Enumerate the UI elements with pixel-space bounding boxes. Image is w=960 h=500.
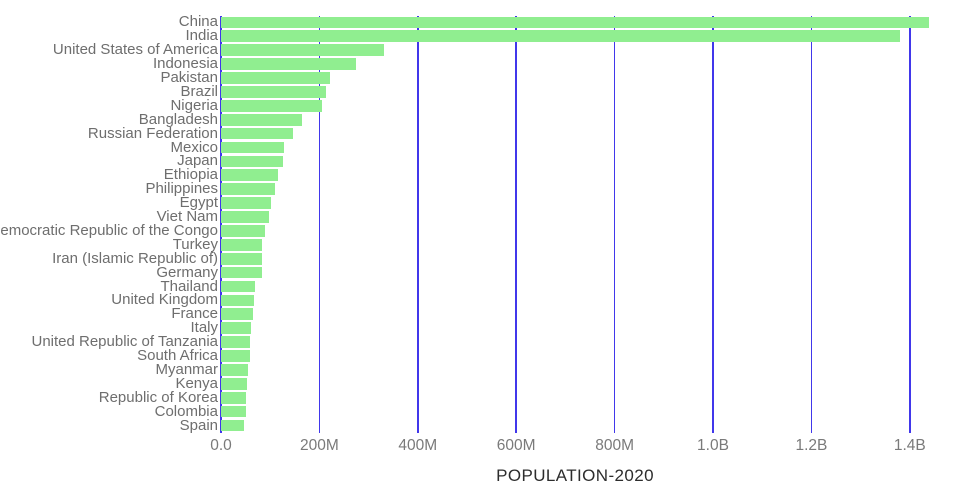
bar [221,322,251,335]
bar [221,350,251,362]
gridline-400M [417,16,419,433]
gridline-0.0 [220,16,222,433]
x-axis-tick-label: 400M [398,437,438,454]
bar [221,266,263,279]
y-axis-label: India [185,27,218,45]
gridline-1.0B [712,16,714,433]
bar [221,336,251,348]
y-axis-label: Pakistan [160,69,218,86]
bar [221,16,930,29]
y-axis-label: United Republic of Tanzania [31,333,218,351]
y-axis-label: Egypt [179,194,218,212]
bar [221,405,247,418]
y-axis-label: Spain [179,416,218,434]
y-axis-label: Germany [156,263,218,281]
y-axis-label: Russian Federation [87,124,218,142]
y-axis-label: Philippines [145,180,218,198]
y-axis-label: Thailand [160,277,218,295]
bar [221,58,356,70]
y-axis-label: Myanmar [155,360,218,378]
bar [221,238,263,251]
chart-title: POPULATION-2020 [496,466,654,485]
bar [221,225,266,237]
gridline-1.2B [810,16,813,433]
bar [221,183,275,196]
y-axis-label: Iran (Islamic Republic of) [52,249,218,267]
bar [221,155,284,168]
bar [221,169,278,182]
y-axis-label: Republic of Korea [98,388,218,406]
bar [221,197,272,209]
y-axis-label: Brazil [180,82,218,100]
y-axis-label: Democratic Republic of the Congo [0,221,218,239]
bar [221,419,245,432]
y-axis-label: Ethiopia [163,166,218,184]
x-axis-tick-label: 800M [595,437,634,454]
bar [221,391,247,404]
bar [221,280,256,293]
y-axis-label: United States of America [52,41,218,59]
y-axis-label: Japan [177,152,218,170]
bar [221,72,330,84]
y-axis-label: Kenya [175,374,218,392]
x-axis-tick-label: 600M [496,437,536,454]
bar [221,141,285,154]
y-axis-label: Italy [190,319,218,337]
x-axis-tick-label: 0.0 [210,437,232,454]
y-axis-label: Mexico [170,138,218,156]
gridline-1.4B [909,16,911,433]
x-axis-tick-label: 1.0B [697,437,729,454]
y-axis-label: Turkey [172,235,218,253]
y-axis-label: Nigeria [170,96,218,114]
bar [221,364,248,376]
y-axis-label: China [178,13,218,31]
bar [221,113,303,126]
bar [221,99,323,112]
bar [221,308,254,321]
gridline-800M [613,16,616,433]
bar [221,252,263,265]
y-axis-label: South Africa [137,347,218,364]
bar [221,294,255,307]
y-axis-label: France [171,305,218,323]
bar [221,211,269,223]
y-axis-label: Bangladesh [138,110,218,128]
bar [221,86,326,98]
y-axis-label: Colombia [154,402,218,420]
y-axis-label: Indonesia [152,55,218,73]
x-axis-tick-label: 1.4B [893,437,926,454]
bar [221,377,248,390]
gridline-200M [318,16,321,433]
gridline-600M [515,16,517,433]
x-axis-tick-label: 200M [300,437,339,454]
bar [221,127,293,140]
bar [221,44,384,57]
y-axis-label: Viet Nam [156,208,218,225]
x-axis-tick-label: 1.2B [795,437,828,454]
bar [221,30,900,43]
y-axis-label: United Kingdom [111,291,218,309]
